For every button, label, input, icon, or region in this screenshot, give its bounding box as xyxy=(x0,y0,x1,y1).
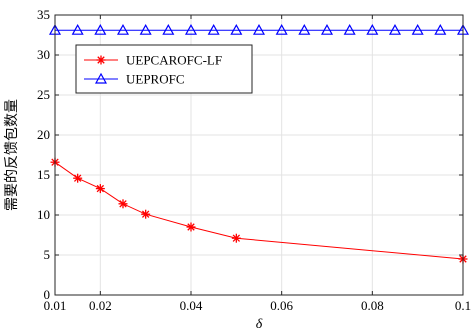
data-point xyxy=(184,23,198,35)
triangle-marker xyxy=(388,23,402,35)
triangle-marker xyxy=(343,23,356,35)
data-point xyxy=(252,23,266,35)
tick-labels: 0.01 0.02 0.04 0.06 0.08 0.1 0 5 10 15 20 25 30 35 xyxy=(37,7,471,313)
series-1 xyxy=(48,23,470,35)
triangle-marker xyxy=(116,23,130,35)
data-point xyxy=(118,199,128,209)
legend-box xyxy=(75,44,253,94)
y-tick-label: 25 xyxy=(37,87,50,102)
data-point xyxy=(434,23,447,35)
series-0 xyxy=(50,157,468,264)
data-point xyxy=(94,23,107,35)
triangle-marker xyxy=(94,72,108,84)
x-tick-label: 0.08 xyxy=(361,298,384,313)
y-tick-label: 10 xyxy=(37,207,50,222)
data-point xyxy=(141,209,151,219)
x-tick-label: 0.06 xyxy=(270,298,293,313)
triangle-marker xyxy=(411,23,424,35)
triangle-marker xyxy=(252,23,266,35)
data-point xyxy=(162,23,175,35)
triangle-marker xyxy=(162,23,175,35)
data-point xyxy=(95,184,105,194)
y-tick-label: 5 xyxy=(44,247,51,262)
data-point xyxy=(230,23,243,35)
data-point xyxy=(71,23,84,35)
data-point xyxy=(139,23,152,35)
data-point xyxy=(186,222,196,232)
asterisk-stroke xyxy=(232,234,241,242)
data-point xyxy=(411,23,424,35)
triangle-marker xyxy=(298,23,311,35)
series-line xyxy=(54,161,464,260)
data-point xyxy=(388,23,402,35)
triangle-marker xyxy=(139,23,152,35)
plot-frame xyxy=(54,14,464,296)
legend-entry: UEPROFC xyxy=(84,72,185,87)
data-point xyxy=(116,23,130,35)
legend: UEPCAROFC-LF UEPROFC xyxy=(75,44,253,94)
triangle-marker xyxy=(275,23,288,35)
data-point xyxy=(366,23,379,35)
asterisk-stroke xyxy=(141,210,150,218)
y-tick-label: 0 xyxy=(44,287,51,302)
asterisk-stroke xyxy=(97,56,105,64)
series-layer xyxy=(48,23,470,264)
triangle-marker xyxy=(184,23,198,35)
triangle-marker xyxy=(94,23,107,35)
data-point xyxy=(231,233,241,243)
legend-label: UEPROFC xyxy=(126,72,185,87)
data-point xyxy=(320,23,334,35)
data-point xyxy=(343,23,356,35)
y-tick-label: 15 xyxy=(37,167,50,182)
x-tick-label: 0.1 xyxy=(455,298,471,313)
data-point xyxy=(207,23,220,35)
y-tick-label: 30 xyxy=(37,47,50,62)
y-tick-label: 35 xyxy=(37,7,50,22)
asterisk-stroke xyxy=(187,223,195,231)
x-tick-label: 0.04 xyxy=(180,298,203,313)
triangle-marker xyxy=(207,23,220,35)
asterisk-stroke xyxy=(119,200,127,208)
triangle-marker xyxy=(320,23,334,35)
data-point xyxy=(298,23,311,35)
triangle-marker xyxy=(230,23,243,35)
triangle-marker xyxy=(434,23,447,35)
x-tick-label: 0.02 xyxy=(89,298,112,313)
x-tick-label: 0.01 xyxy=(44,298,67,313)
y-tick-label: 20 xyxy=(37,127,50,142)
y-axis-label: 需要的反馈包数量 xyxy=(4,99,20,211)
data-point xyxy=(73,173,83,183)
axes xyxy=(54,14,464,296)
legend-entry: UEPCAROFC-LF xyxy=(84,53,222,68)
triangle-marker xyxy=(366,23,379,35)
triangle-marker xyxy=(71,23,84,35)
x-axis-label: δ xyxy=(256,317,263,332)
data-point xyxy=(275,23,288,35)
asterisk-stroke xyxy=(96,184,105,193)
asterisk-stroke xyxy=(73,174,82,182)
legend-label: UEPCAROFC-LF xyxy=(126,53,222,68)
